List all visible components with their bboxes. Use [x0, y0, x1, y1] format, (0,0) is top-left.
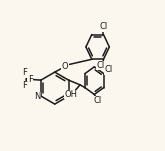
Text: Cl: Cl [97, 61, 105, 70]
Text: Cl: Cl [105, 65, 113, 74]
Text: N: N [34, 92, 40, 101]
Text: F: F [22, 68, 27, 77]
Text: O: O [62, 62, 68, 71]
Text: F: F [28, 75, 33, 84]
Text: OH: OH [64, 90, 77, 99]
Text: F: F [22, 81, 27, 90]
Text: Cl: Cl [99, 22, 108, 31]
Text: Cl: Cl [94, 96, 102, 105]
